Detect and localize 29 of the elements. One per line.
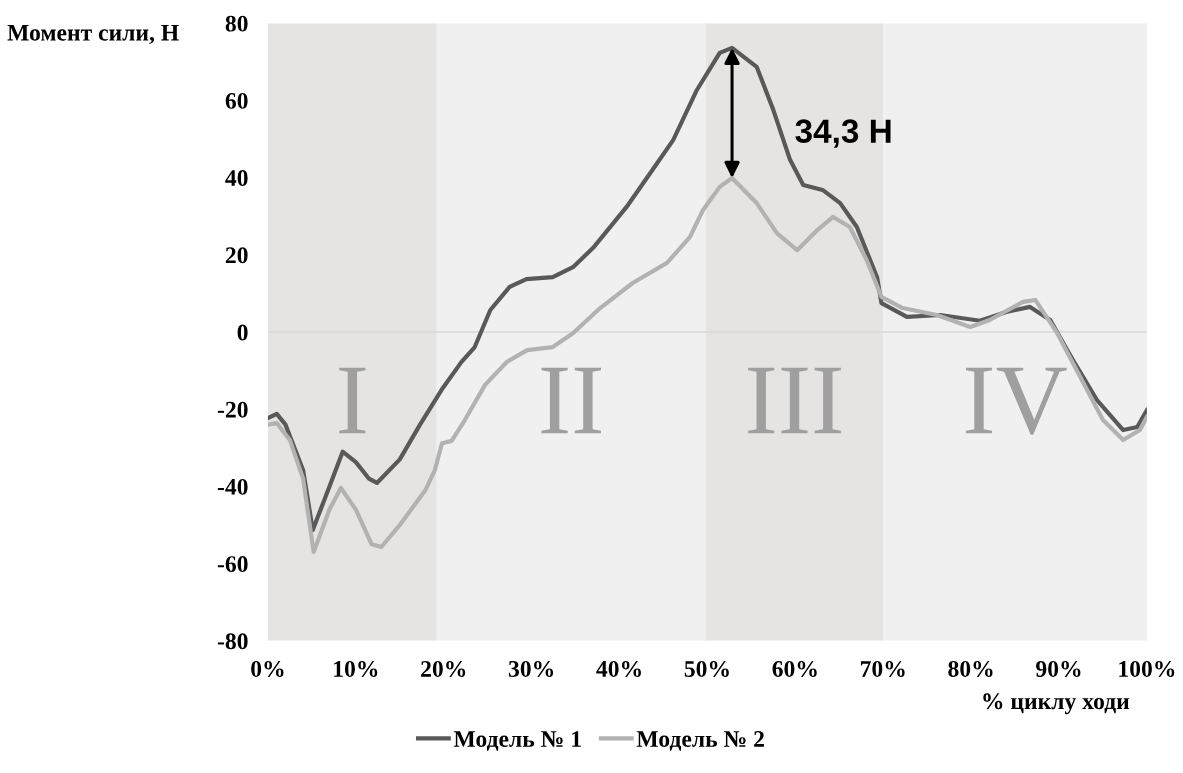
y-tick-label: 0 — [237, 324, 248, 341]
y-tick-label: -20 — [217, 401, 248, 418]
legend-label: Модель № 1 — [453, 731, 581, 751]
x-axis-title: % циклу ходи — [983, 693, 1130, 715]
x-tick-label: 80% — [948, 660, 993, 677]
band-label: II — [541, 367, 601, 434]
band-label: I — [339, 367, 366, 434]
y-tick-label: -40 — [217, 478, 248, 495]
x-tick-label: 30% — [508, 660, 554, 677]
x-tick-label: 20% — [421, 660, 466, 677]
band-label: IV — [965, 367, 1067, 435]
band-label: III — [748, 367, 841, 434]
y-tick-label: 60 — [225, 92, 248, 109]
x-tick-label: 50% — [684, 660, 729, 677]
y-tick-label: -60 — [217, 556, 248, 573]
y-tick-label: -80 — [217, 633, 248, 650]
x-tick-label: 70% — [860, 660, 905, 677]
y-axis-title: Момент сили, Н — [7, 25, 179, 45]
x-tick-label: 60% — [772, 660, 817, 677]
x-tick-label: 100% — [1119, 660, 1175, 677]
annotation: 34,3 Н — [795, 119, 891, 148]
y-tick-label: 20 — [225, 247, 248, 264]
x-tick-label: 0% — [251, 660, 284, 677]
legend-label: Модель № 2 — [636, 731, 764, 751]
y-tick-label: 80 — [225, 15, 248, 32]
x-tick-label: 10% — [334, 660, 378, 677]
x-tick-label: 40% — [596, 660, 641, 677]
x-tick-label: 90% — [1036, 660, 1081, 677]
y-tick-label: 40 — [225, 170, 248, 187]
